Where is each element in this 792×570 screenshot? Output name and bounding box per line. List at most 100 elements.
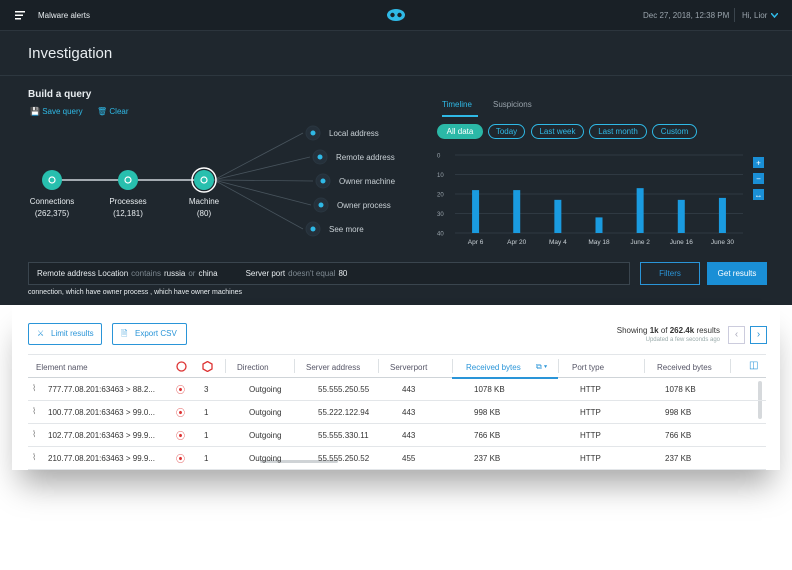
wifi-icon: ⌇ xyxy=(32,383,37,393)
cell: 998 KB xyxy=(474,408,501,417)
columns-icon[interactable]: ◫ xyxy=(749,360,759,371)
hex-icon xyxy=(202,361,213,372)
node-count: (262,375) xyxy=(35,209,70,218)
limit-results-button[interactable]: ⚔ Limit results xyxy=(28,323,102,345)
time-filter[interactable]: Today xyxy=(488,124,525,139)
cell: 1078 KB xyxy=(665,385,696,394)
column-separator xyxy=(452,359,453,373)
of: of xyxy=(660,326,668,335)
link-label[interactable]: Local address xyxy=(329,129,379,138)
query-bar[interactable]: Remote address Location contains russia or c… xyxy=(28,262,630,285)
table-row[interactable]: ⌇ ⦿ 210.77.08.201:63463 > 99.9... 1 Outgoing… xyxy=(28,447,766,470)
query-value: china xyxy=(198,269,218,278)
sort-controls[interactable]: ⧉ ▾ xyxy=(536,362,548,371)
bar xyxy=(718,197,726,233)
cell: 210.77.08.201:63463 > 99.9... xyxy=(48,454,155,463)
section-title: Build a query xyxy=(28,89,92,100)
column-header[interactable]: Serverport xyxy=(390,363,428,372)
link-label[interactable]: Remote address xyxy=(336,153,395,162)
query-text: Remote address Location contains russia or c… xyxy=(37,269,350,278)
time-filter[interactable]: Last week xyxy=(531,124,584,139)
menu-icon[interactable] xyxy=(15,11,25,20)
clear[interactable]: 🗑 Clear xyxy=(97,107,129,116)
column-separator xyxy=(378,359,379,373)
zoom-button[interactable] xyxy=(753,189,764,200)
bar xyxy=(636,188,644,233)
cell: 443 xyxy=(402,431,416,440)
total: 262.4k xyxy=(669,326,695,335)
column-header[interactable]: Direction xyxy=(237,363,269,372)
table-row[interactable]: ⌇ ⦿ 100.77.08.201:63463 > 99.0... 1 Outgoing… xyxy=(28,401,766,424)
alert-icon: ⦿ xyxy=(176,431,186,441)
query-field: Remote address Location xyxy=(37,269,129,278)
wifi-icon: ⌇ xyxy=(32,452,37,462)
user-greeting[interactable]: Hi, Lior xyxy=(742,11,768,20)
link-label[interactable]: Owner process xyxy=(337,201,391,210)
link-edge xyxy=(213,179,304,230)
next-page[interactable]: › xyxy=(750,326,767,344)
investigation-panel: Malware alerts Dec 27, 2018, 12:38 PM Hi… xyxy=(0,0,792,305)
column-header[interactable]: Server address xyxy=(306,363,361,372)
node-count: (12,181) xyxy=(113,209,143,218)
time-filter[interactable]: Last month xyxy=(589,124,647,139)
link-edge xyxy=(213,179,314,182)
updated: Updated a few seconds ago xyxy=(645,337,720,343)
node[interactable] xyxy=(118,170,138,190)
link-dot xyxy=(320,178,326,184)
alert-icon xyxy=(176,361,187,372)
query-op: doesn't equal xyxy=(288,269,336,278)
export-csv-button[interactable]: 🗎 Export CSV xyxy=(112,323,187,345)
bar xyxy=(472,190,480,233)
column-header[interactable]: Received bytes xyxy=(657,363,712,372)
link-dot xyxy=(318,202,324,208)
cell: 237 KB xyxy=(474,454,501,463)
cell: 1078 KB xyxy=(474,385,505,394)
cell: 455 xyxy=(402,454,416,463)
bar xyxy=(554,199,562,233)
prev-page[interactable]: ‹ xyxy=(728,326,745,344)
x-tick-label: Apr 6 xyxy=(468,239,484,246)
link-label[interactable]: See more xyxy=(329,225,364,234)
column-header[interactable]: Element name xyxy=(36,363,88,372)
page-title: Investigation xyxy=(28,45,113,62)
node-label: Connections xyxy=(30,197,74,206)
tab[interactable]: Suspicions xyxy=(493,100,532,109)
table-row[interactable]: ⌇ ⦿ 102.77.08.201:63463 > 99.9... 1 Outgoing… xyxy=(28,424,766,447)
top-bar: Malware alerts Dec 27, 2018, 12:38 PM Hi… xyxy=(0,0,792,31)
showing: Showing xyxy=(616,326,648,335)
time-filter[interactable]: All data xyxy=(437,124,483,139)
save-query[interactable]: 💾 Save query xyxy=(30,107,83,116)
time-filter[interactable]: Custom xyxy=(652,124,697,139)
link-label[interactable]: Owner machine xyxy=(339,177,396,186)
results-card: ⚔ Limit results 🗎 Export CSV Showing 1k of… xyxy=(12,305,780,470)
tab[interactable]: Timeline xyxy=(442,100,472,109)
node-glyph xyxy=(124,176,132,184)
y-tick-label: 10 xyxy=(437,173,444,179)
column-header[interactable]: Received bytes xyxy=(466,363,521,372)
filters-button[interactable]: Filters xyxy=(640,262,700,285)
cell: 443 xyxy=(402,408,416,417)
cell: 3 xyxy=(204,385,209,394)
x-tick-label: Apr 20 xyxy=(507,239,527,246)
export-csv-label: Export CSV xyxy=(135,329,177,338)
link-dot xyxy=(310,226,316,232)
cell: 766 KB xyxy=(665,431,692,440)
table-row[interactable]: ⌇ ⦿ 777.77.08.201:63463 > 88.2... 3 Outgoing… xyxy=(28,378,766,401)
node[interactable] xyxy=(42,170,62,190)
zoom-button[interactable] xyxy=(753,173,764,184)
column-separator xyxy=(558,359,559,373)
y-tick-label: 40 xyxy=(437,232,444,238)
cell: 237 KB xyxy=(665,454,692,463)
zoom-button[interactable] xyxy=(753,157,764,168)
node[interactable] xyxy=(194,170,214,190)
get-results-button[interactable]: Get results xyxy=(707,262,767,285)
timeline-chart: 0 10 20 30 40 Apr 6 Apr 20 May 4 May 18 June 2 Jun… xyxy=(437,154,764,246)
y-tick-label: 30 xyxy=(437,212,444,218)
alert-icon: ⦿ xyxy=(176,454,186,464)
column-header[interactable]: Port type xyxy=(572,363,605,372)
cell: HTTP xyxy=(580,408,601,417)
cell: HTTP xyxy=(580,385,601,394)
cell: HTTP xyxy=(580,454,601,463)
chevron[interactable] xyxy=(771,13,778,18)
